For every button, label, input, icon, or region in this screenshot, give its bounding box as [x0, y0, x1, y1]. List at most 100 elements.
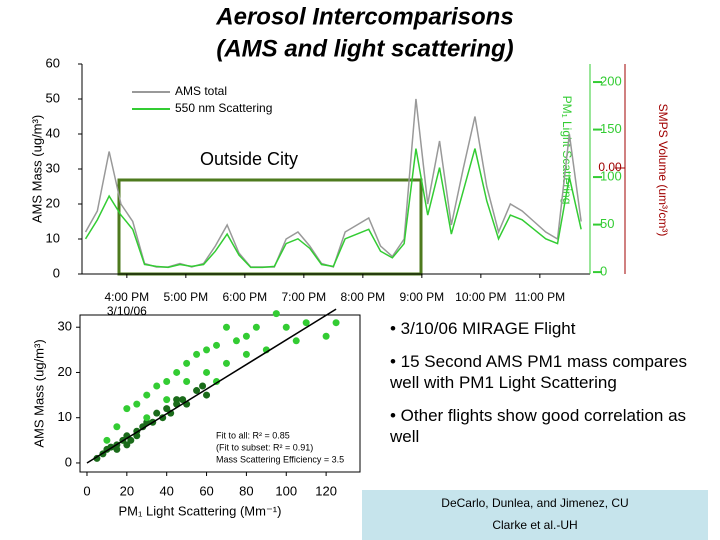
scatter-point: [153, 382, 161, 390]
x-tick-label: 20: [120, 483, 134, 498]
scatter-point: [143, 414, 151, 422]
scatter-point: [143, 391, 151, 399]
scatter-point: [203, 346, 211, 354]
series-line: [84, 148, 582, 269]
x-tick-label: 11:00 PM: [515, 290, 565, 304]
x-tick-label: 10:00 PM: [455, 290, 506, 304]
bullet: • 3/10/06 MIRAGE Flight: [390, 319, 576, 338]
legend-label: 550 nm Scattering: [175, 101, 272, 115]
scatter-point: [103, 436, 111, 444]
scatter-point: [163, 378, 171, 386]
y-label: AMS Mass (ug/m³): [29, 115, 44, 223]
fit-annotation: (Fit to subset: R² = 0.91): [216, 442, 313, 452]
y-tick-label: 0: [65, 454, 72, 469]
scatter-point: [232, 337, 240, 345]
scatter-point: [282, 323, 290, 331]
annotation: Outside City: [200, 149, 298, 169]
x-tick-label: 60: [199, 483, 213, 498]
scatter-point: [199, 382, 207, 390]
x-tick-label: 80: [239, 483, 253, 498]
x-tick-label: 100: [275, 483, 297, 498]
y-tick-label: 30: [58, 319, 72, 334]
y-tick-label: 40: [46, 125, 60, 140]
scatter-point: [203, 368, 211, 376]
y3-label: SMPS Volume (um³/cm³): [656, 104, 670, 237]
y-tick-label: 60: [46, 55, 60, 70]
scatter-point: [332, 319, 340, 327]
scatter-point: [113, 423, 121, 431]
scatter-point: [292, 337, 300, 345]
credit: Clarke et al.-UH: [492, 518, 577, 532]
y-tick-label: 0: [53, 265, 60, 280]
scatter-point: [322, 332, 330, 340]
series-line: [84, 98, 582, 268]
y3-tick-label: 0.00: [598, 160, 622, 174]
y-label: AMS Mass (ug/m³): [31, 339, 46, 447]
scatter-point: [272, 310, 280, 318]
scatter-point: [163, 405, 171, 413]
x-tick-label: 8:00 PM: [340, 290, 385, 304]
y-tick-label: 20: [46, 195, 60, 210]
x-tick-label: 7:00 PM: [281, 290, 326, 304]
y-tick-label: 20: [58, 364, 72, 379]
fit-annotation: Fit to all: R² = 0.85: [216, 430, 290, 440]
bullet: • Other flights show good correlation as…: [390, 406, 687, 446]
scatter-point: [139, 423, 147, 431]
scatter-point: [173, 368, 181, 376]
scatter-point: [183, 359, 191, 367]
credit: DeCarlo, Dunlea, and Jimenez, CU: [441, 496, 628, 510]
y-tick-label: 10: [46, 230, 60, 245]
x-sublabel: 3/10/06: [107, 304, 147, 318]
x-tick-label: 9:00 PM: [399, 290, 444, 304]
bullet: • 15 Second AMS PM1 mass compares well w…: [390, 352, 687, 392]
scatter-point: [193, 387, 201, 395]
x-tick-label: 120: [315, 483, 337, 498]
scatter-point: [179, 396, 187, 404]
x-tick-label: 0: [83, 483, 90, 498]
scatter-point: [222, 323, 230, 331]
scatter-point: [133, 400, 141, 408]
y2-tick-label: 100: [600, 169, 622, 184]
x-tick-label: 6:00 PM: [222, 290, 267, 304]
scatter-point: [183, 378, 191, 386]
y-tick-label: 30: [46, 160, 60, 175]
scatter-point: [222, 359, 230, 367]
slide-title: (AMS and light scattering): [216, 35, 513, 62]
scatter-point: [173, 396, 181, 404]
scatter-point: [153, 409, 161, 417]
scatter-point: [302, 319, 310, 327]
y2-tick-label: 0: [600, 264, 607, 279]
y-tick-label: 10: [58, 409, 72, 424]
x-tick-label: 40: [159, 483, 173, 498]
y-tick-label: 50: [46, 90, 60, 105]
x-tick-label: 5:00 PM: [163, 290, 208, 304]
plot-frame: [79, 314, 361, 473]
scatter-point: [127, 436, 135, 444]
scatter-point: [213, 341, 221, 349]
highlight-box: [117, 178, 423, 276]
scatter-point: [123, 441, 131, 449]
y2-tick-label: 150: [600, 121, 622, 136]
legend-label: AMS total: [175, 84, 227, 98]
scatter-point: [242, 332, 250, 340]
scatter-point: [252, 323, 260, 331]
scatter-point: [113, 445, 121, 453]
scatter-point: [163, 396, 171, 404]
scatter-point: [93, 454, 101, 462]
bullet-list: • 3/10/06 MIRAGE Flight • 15 Second AMS …: [390, 318, 690, 459]
credits-box: [362, 490, 708, 540]
x-tick-label: 4:00 PM: [104, 290, 149, 304]
scatter-point: [193, 350, 201, 358]
scatter-point: [203, 391, 211, 399]
x-label: PM₁ Light Scattering (Mm⁻¹): [119, 503, 282, 518]
y2-tick-label: 50: [600, 216, 614, 231]
scatter-point: [123, 405, 131, 413]
scatter-point: [167, 409, 175, 417]
slide-title: Aerosol Intercomparisons: [215, 3, 513, 30]
fit-line: [86, 308, 337, 464]
scatter-point: [242, 350, 250, 358]
fit-annotation: Mass Scattering Efficiency = 3.5: [216, 454, 344, 464]
y2-tick-label: 200: [600, 73, 622, 88]
